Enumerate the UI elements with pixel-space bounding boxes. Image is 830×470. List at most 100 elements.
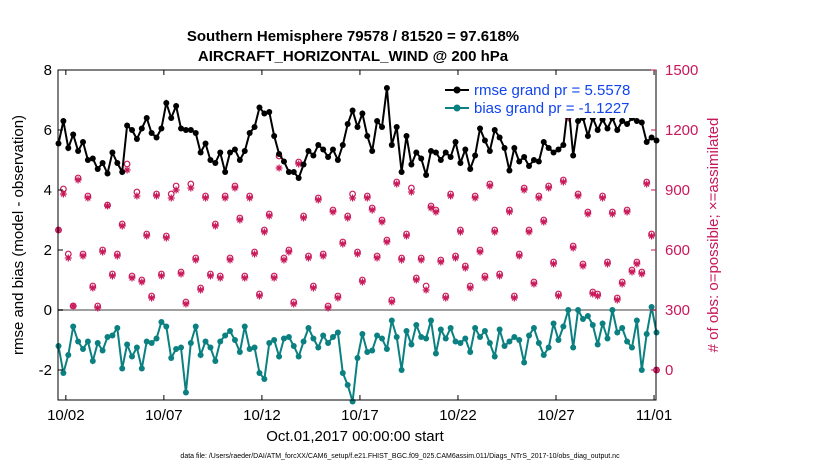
rmse-point (300, 161, 307, 168)
obs-assimilated-stroke (202, 195, 209, 201)
rmse-point (442, 149, 449, 156)
bias-point (60, 370, 67, 376)
bias-point (207, 344, 214, 351)
bias-point (79, 346, 86, 352)
rmse-point (325, 154, 332, 160)
legend-rmse-marker (453, 86, 461, 94)
obs-assimilated-stroke (320, 253, 327, 259)
bias-point (472, 325, 479, 331)
obs-assimilated-marker (648, 232, 656, 240)
bias-point (202, 338, 209, 345)
rmse-point (594, 127, 601, 133)
obs-assimilated-stroke (589, 291, 596, 297)
bias-point (124, 341, 131, 348)
bias-point (432, 350, 439, 357)
obs-assimilated-stroke (65, 255, 72, 261)
obs-assimilated-stroke (295, 161, 302, 167)
obs-assimilated-stroke (232, 185, 238, 191)
obs-assimilated-marker (157, 272, 165, 280)
obs-assimilated-stroke (94, 305, 101, 311)
y2-tick-label: 900 (665, 182, 690, 199)
obs-assimilated-marker (148, 294, 156, 302)
obs-assimilated-stroke (85, 195, 91, 201)
obs-count-markers (54, 112, 660, 374)
bias-point (310, 335, 317, 342)
bias-point (428, 317, 435, 324)
bias-point (388, 317, 395, 324)
obs-assimilated-marker (579, 262, 587, 270)
bias-point (540, 352, 547, 358)
rmse-point (511, 145, 518, 151)
bias-point (334, 329, 341, 336)
obs-assimilated-marker (466, 284, 474, 292)
bias-point (325, 340, 332, 346)
bias-point (295, 353, 302, 360)
obs-assimilated-marker (265, 212, 273, 220)
rmse-point (202, 140, 209, 147)
rmse-point (99, 160, 106, 166)
obs-assimilated-stroke (398, 257, 405, 263)
bias-point (94, 340, 101, 346)
obs-assimilated-marker (599, 194, 607, 202)
rmse-point (418, 155, 425, 162)
obs-assimilated-stroke (104, 203, 111, 209)
obs-assimilated-stroke (428, 205, 434, 211)
y-axis-right: 0 300 600 900 1200 1500 (651, 62, 698, 379)
obs-assimilated-marker (314, 196, 322, 204)
obs-assimilated-marker (613, 296, 621, 304)
bias-point (467, 349, 474, 355)
obs-assimilated-stroke (285, 249, 292, 255)
rmse-point (104, 170, 111, 177)
rmse-point (428, 148, 435, 154)
rmse-point (241, 148, 248, 154)
rmse-point (192, 130, 199, 136)
obs-assimilated-marker (300, 214, 308, 222)
rmse-point (403, 133, 410, 139)
rmse-point (496, 134, 503, 141)
rmse-point (638, 119, 645, 126)
obs-assimilated-stroke (580, 263, 586, 269)
bias-point (501, 343, 508, 349)
legend-rmse-label: rmse grand pr = 5.5578 (474, 82, 630, 99)
x-tick-label: 10/07 (145, 407, 183, 424)
legend-bias-marker (453, 104, 461, 112)
obs-assimilated-stroke (629, 269, 635, 275)
plot-area (54, 69, 660, 405)
bias-point (477, 334, 484, 340)
obs-assimilated-marker (461, 264, 469, 272)
obs-assimilated-marker (64, 254, 72, 262)
obs-assimilated-stroke (129, 275, 135, 281)
bias-point (187, 340, 194, 346)
bias-point (109, 332, 116, 339)
obs-assimilated-marker (530, 280, 538, 288)
bias-point (594, 341, 601, 348)
obs-assimilated-stroke (540, 219, 547, 225)
rmse-point (555, 146, 562, 153)
rmse-point (481, 137, 488, 144)
rmse-point (114, 160, 121, 166)
rmse-point (570, 152, 577, 159)
rmse-point (374, 118, 381, 124)
obs-assimilated-marker (442, 294, 450, 302)
obs-assimilated-marker (481, 274, 489, 282)
rmse-point (584, 133, 591, 139)
obs-assimilated-marker (167, 194, 175, 202)
obs-assimilated-stroke (638, 271, 645, 277)
y-tick-label: -2 (39, 362, 52, 379)
obs-assimilated-stroke (222, 195, 229, 201)
obs-assimilated-marker (383, 238, 391, 246)
obs-assimilated-marker (574, 192, 582, 200)
bias-point (153, 335, 160, 342)
obs-assimilated-stroke (555, 293, 562, 299)
rmse-point (624, 121, 631, 127)
bias-point (584, 313, 591, 319)
rmse-point (295, 175, 302, 181)
bias-point (550, 320, 557, 327)
bias-point (369, 347, 376, 354)
obs-assimilated-marker (99, 248, 107, 256)
rmse-point (65, 145, 72, 151)
obs-assimilated-stroke (624, 209, 630, 215)
obs-assimilated-marker (584, 210, 592, 218)
rmse-point (94, 166, 101, 172)
obs-assimilated-marker (554, 292, 562, 300)
